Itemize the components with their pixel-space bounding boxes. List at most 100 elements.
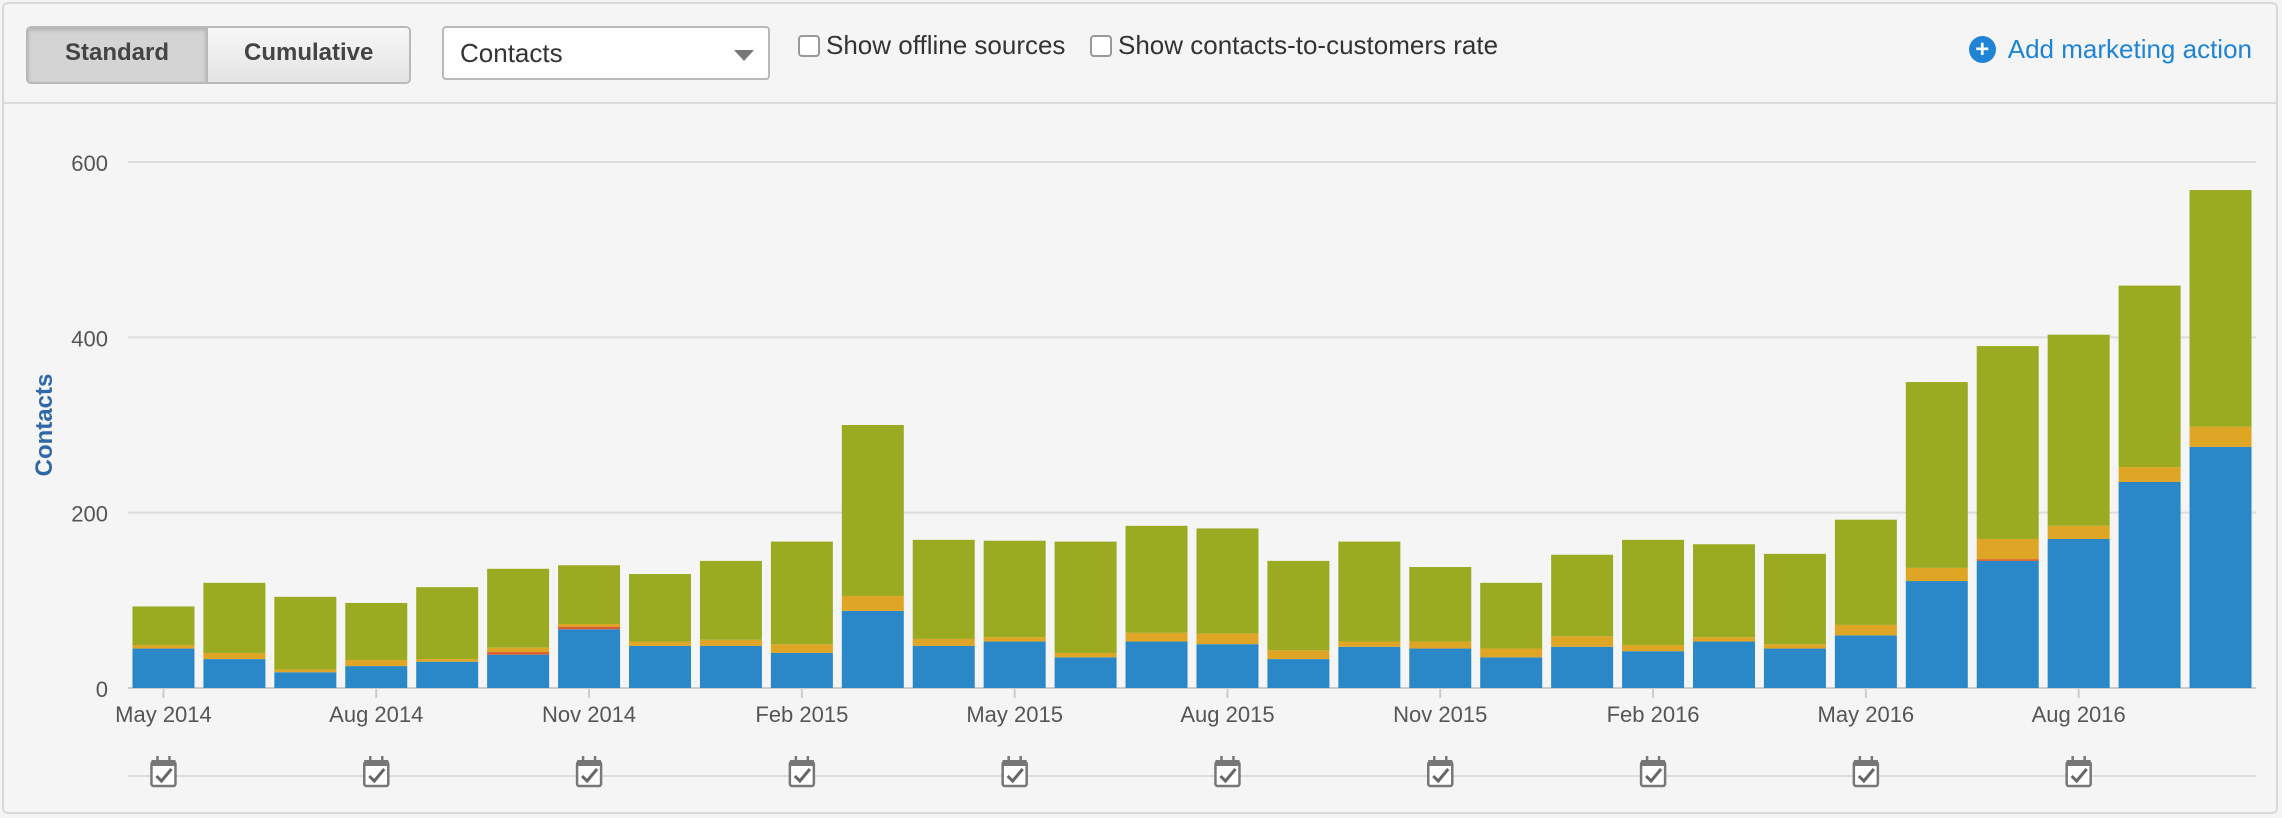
bar-segment: [1976, 560, 2039, 688]
offline-sources-checkbox[interactable]: Show offline sources: [798, 30, 1065, 61]
add-marketing-action-label: Add marketing action: [2007, 34, 2252, 64]
bar-segment: [203, 652, 266, 660]
calendar-check-icon[interactable]: [1001, 756, 1028, 788]
bar-segment: [274, 672, 337, 688]
bar-segment: [2047, 525, 2110, 539]
bar-segment: [629, 574, 691, 642]
bar-segment: [1125, 641, 1188, 688]
calendar-check-icon[interactable]: [2065, 756, 2092, 788]
calendar-check-icon[interactable]: [1852, 756, 1880, 788]
conversion-rate-checkbox[interactable]: Show contacts-to-customers rate: [1090, 30, 1498, 61]
bar-segment: [487, 647, 550, 653]
bar-segment: [1196, 633, 1259, 645]
y-axis-label: Contacts: [31, 374, 58, 477]
bar-segment: [1622, 651, 1685, 688]
checkbox-box[interactable]: [798, 34, 820, 57]
bar-segment: [2118, 285, 2181, 468]
y-tick-label: 400: [71, 326, 108, 351]
bar-segment: [1480, 657, 1543, 688]
bar-segment: [2047, 538, 2110, 688]
bar-segment: [841, 595, 904, 611]
bar-segment: [203, 659, 266, 688]
bar-segment: [1338, 641, 1401, 647]
bar-segment: [629, 645, 691, 688]
bar-segment: [1054, 657, 1117, 688]
calendar-check-icon[interactable]: [1214, 756, 1241, 788]
bar-segment: [558, 626, 621, 630]
bar-segment: [1125, 632, 1188, 642]
bar-segment: [1338, 541, 1401, 642]
bar-segment: [2047, 334, 2110, 526]
bar-segment: [1693, 637, 1755, 642]
bar-segment: [132, 648, 195, 688]
bar-segment: [1763, 648, 1826, 688]
add-marketing-action-link[interactable]: + Add marketing action: [1968, 34, 2252, 65]
x-tick-label: May 2016: [1818, 702, 1915, 727]
bar-segment: [1834, 635, 1897, 688]
bar-segment: [1976, 559, 2039, 561]
conversion-rate-label: Show contacts-to-customers rate: [1118, 30, 1499, 60]
bar-segment: [2189, 446, 2252, 688]
bar-segment: [132, 645, 195, 649]
bar-segment: [1551, 636, 1614, 647]
calendar-check-icon[interactable]: [1639, 756, 1667, 788]
calendar-check-icon[interactable]: [575, 756, 603, 788]
view-toggle: Standard Cumulative: [26, 26, 412, 84]
bar-segment: [770, 541, 833, 645]
bar-segment: [983, 637, 1046, 642]
bar-segment: [1409, 648, 1472, 688]
bar-segment: [1196, 528, 1259, 634]
bar-segment: [1834, 519, 1897, 625]
offline-sources-label: Show offline sources: [826, 30, 1066, 60]
bar-segment: [1267, 659, 1330, 688]
bar-segment: [912, 539, 975, 639]
calendar-check-icon[interactable]: [1427, 756, 1454, 788]
calendar-check-icon[interactable]: [363, 756, 390, 788]
metric-select[interactable]: Contacts: [442, 26, 770, 80]
bar-segment: [1763, 644, 1826, 649]
bar-segment: [1267, 560, 1330, 651]
calendar-check-icon[interactable]: [150, 756, 177, 788]
bar-segment: [2189, 426, 2252, 447]
bar-segment: [1551, 554, 1614, 637]
cumulative-button[interactable]: Cumulative: [206, 28, 410, 82]
bar-segment: [983, 540, 1046, 638]
bar-segment: [487, 654, 550, 688]
bar-segment: [132, 606, 195, 646]
bar-segment: [2118, 467, 2181, 482]
x-tick-label: Feb 2015: [755, 702, 848, 727]
bar-segment: [345, 602, 408, 660]
y-tick-label: 0: [96, 677, 108, 702]
toolbar: Standard Cumulative Contacts Show offlin…: [4, 4, 2276, 104]
bar-segment: [1693, 641, 1755, 688]
bar-segment: [274, 596, 337, 670]
bar-segment: [345, 659, 408, 667]
bar-segment: [274, 669, 337, 673]
calendar-check-icon[interactable]: [788, 756, 816, 788]
bar-segment: [1905, 382, 1968, 568]
standard-button[interactable]: Standard: [28, 28, 207, 82]
bar-segment: [699, 645, 762, 688]
checkbox-box[interactable]: [1090, 34, 1112, 57]
bar-segment: [203, 582, 266, 653]
bar-segment: [1622, 539, 1685, 646]
bar-segment: [983, 641, 1046, 688]
bar-segment: [345, 666, 408, 688]
bar-segment: [1551, 646, 1614, 688]
bar-segment: [1693, 544, 1755, 638]
bar-segment: [1834, 624, 1897, 636]
chevron-down-icon: [734, 50, 754, 61]
bar-segment: [1338, 646, 1401, 688]
bar-segment: [699, 639, 762, 646]
metric-select-value: Contacts: [460, 38, 563, 68]
bar-segment: [558, 629, 621, 688]
bar-segment: [770, 644, 833, 653]
bar-segment: [487, 568, 550, 648]
x-tick-label: Aug 2016: [2032, 702, 2126, 727]
x-tick-label: May 2015: [966, 702, 1063, 727]
x-tick-label: Nov 2015: [1393, 702, 1487, 727]
bar-segment: [1976, 538, 2039, 560]
bar-segment: [629, 641, 691, 646]
bar-segment: [558, 565, 621, 625]
